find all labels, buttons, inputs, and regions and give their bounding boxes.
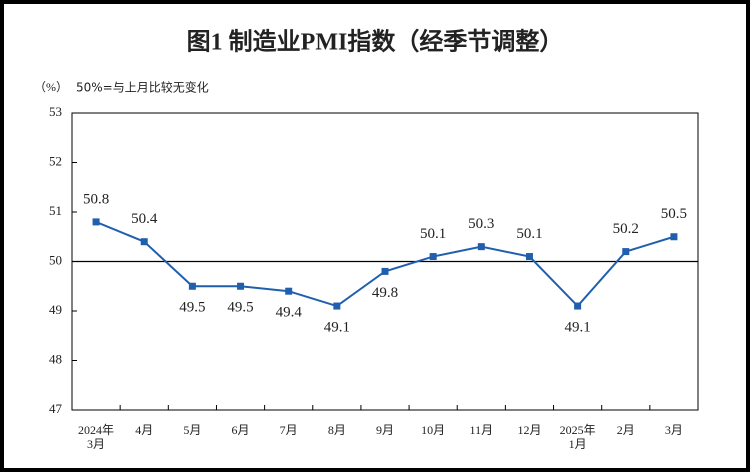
marker [670,233,678,241]
y-tick-label: 48 [49,351,62,366]
y-tick-label: 50 [49,252,62,267]
x-tick-label: 5月 [183,423,202,437]
y-tick-label: 49 [49,302,62,317]
x-tick-label: 2024年 3月 [78,423,115,451]
data-label: 50.8 [83,191,109,207]
data-label: 49.1 [564,319,590,335]
data-label: 50.5 [661,206,687,222]
marker [237,282,245,290]
marker [140,238,148,246]
x-tick-label: 4月 [135,423,154,437]
chart: 图1 制造业PMI指数（经季节调整） （%） 50%=与上月比较无变化 47 48… [34,28,699,416]
data-label: 49.4 [276,305,303,321]
x-tick-label: 9月 [375,423,394,437]
y-tick-label: 53 [49,104,62,119]
data-label: 49.5 [179,300,205,316]
x-tick-label: 7月 [279,423,298,437]
x-tick-label: 6月 [231,423,250,437]
marker [622,248,630,256]
data-label: 50.1 [516,226,542,242]
y-tick-label: 47 [49,401,63,416]
chart-title: 图1 制造业PMI指数（经季节调整） [187,28,564,56]
data-label: 50.4 [131,211,158,227]
marker [333,302,341,310]
marker [429,253,437,261]
data-label: 49.1 [324,319,350,335]
data-label: 50.2 [613,221,639,237]
note: 50%=与上月比较无变化 [76,80,209,95]
x-tick-label: 12月 [517,423,542,437]
data-label: 49.8 [372,285,398,301]
unit-label: （%） [34,80,68,94]
y-tick-label: 51 [49,203,62,218]
x-tick-label: 3月 [664,423,683,437]
marker [92,218,100,226]
y-tick-label: 52 [49,153,62,168]
x-tick-label: 2025年 1月 [559,423,596,451]
marker [477,243,485,251]
x-tick-label: 11月 [469,423,494,437]
data-label: 49.5 [227,300,253,316]
marker [574,302,582,310]
x-tick-label: 10月 [421,423,446,437]
x-tick-label: 2月 [616,423,635,437]
x-tick-label: 8月 [327,423,346,437]
marker [525,253,533,261]
marker [285,287,293,295]
data-label: 50.1 [420,226,446,242]
marker [188,282,196,290]
data-label: 50.3 [468,216,494,232]
marker [381,267,389,275]
